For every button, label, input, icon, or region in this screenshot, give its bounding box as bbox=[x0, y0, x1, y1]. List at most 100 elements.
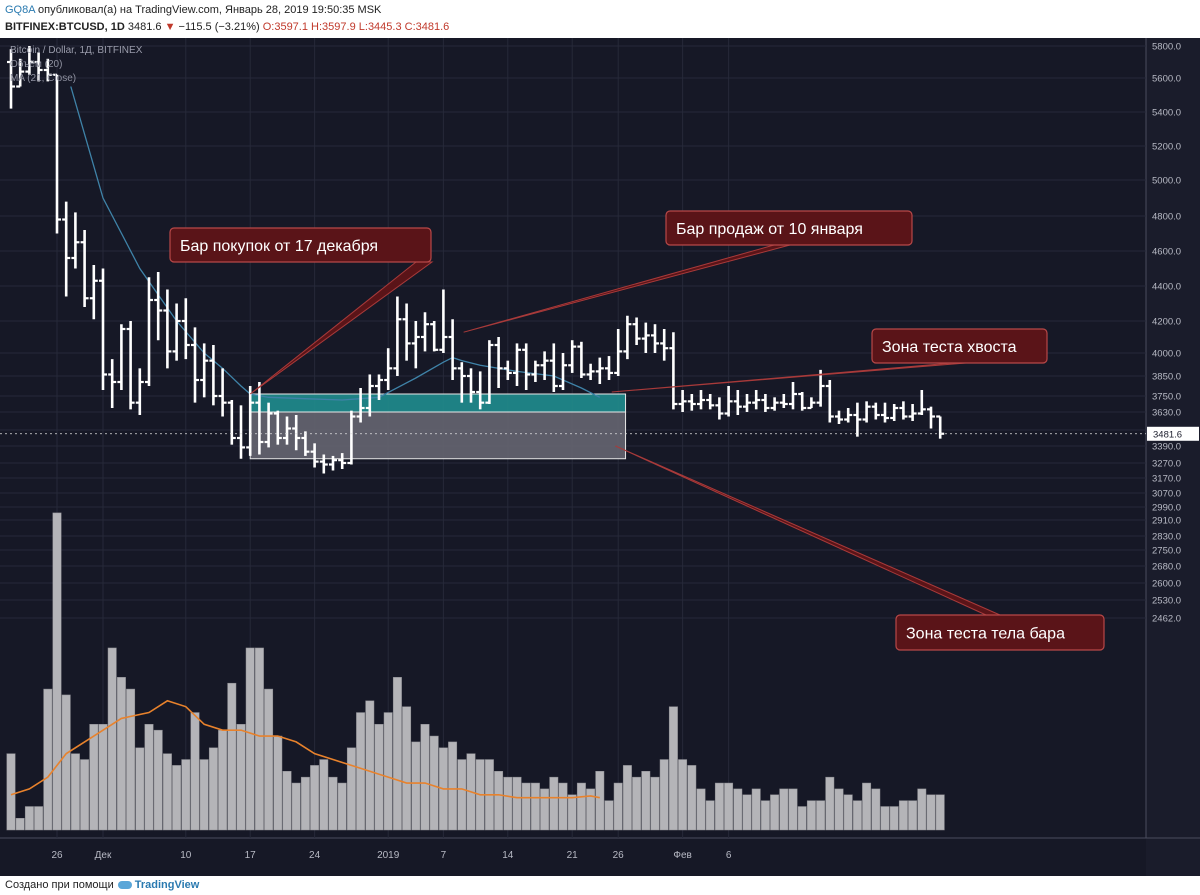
ohlc-bar bbox=[421, 312, 429, 352]
ohlc-bar bbox=[108, 359, 117, 408]
symbol-info: BITFINEX:BTCUSD, 1D 3481.6 ▼ −115.5 (−3.… bbox=[5, 21, 449, 33]
ohlc-bar bbox=[835, 410, 843, 424]
volume-bar bbox=[126, 688, 136, 831]
ohlc-bar bbox=[651, 324, 659, 353]
volume-bar bbox=[576, 782, 586, 831]
y-tick-label: 2462.0 bbox=[1152, 614, 1181, 625]
volume-bar bbox=[678, 759, 688, 831]
volume-ma-line bbox=[10, 699, 600, 799]
created-with: Создано при помощи TradingView bbox=[5, 879, 199, 891]
x-tick-label: 10 bbox=[180, 850, 192, 861]
volume-bar bbox=[328, 776, 338, 831]
volume-bar bbox=[402, 706, 412, 831]
ohlc-bar bbox=[687, 394, 696, 411]
volume-bar bbox=[162, 753, 172, 831]
volume-bar bbox=[457, 759, 467, 831]
volume-bar bbox=[898, 800, 908, 831]
volume-bar bbox=[788, 788, 798, 831]
ohlc-bar bbox=[191, 327, 199, 403]
volume-bar bbox=[107, 647, 117, 831]
y-tick-label: 3390.0 bbox=[1152, 442, 1181, 453]
volume-bar bbox=[687, 765, 697, 831]
ohlc-bar bbox=[890, 404, 899, 421]
x-tick-label: Дек bbox=[95, 850, 112, 861]
ohlc-bar bbox=[549, 343, 558, 392]
volume-bar bbox=[6, 753, 16, 831]
ohlc-bar bbox=[457, 362, 466, 403]
volume-bar bbox=[236, 724, 246, 831]
price-change: −115.5 (−3.21%) bbox=[178, 21, 260, 33]
x-tick-label: 7 bbox=[441, 850, 447, 861]
callout-text: Бар продаж от 10 января bbox=[676, 221, 863, 238]
x-tick-label: 14 bbox=[502, 850, 514, 861]
volume-bar bbox=[356, 712, 366, 831]
ohlc-bar bbox=[917, 390, 926, 415]
publish-info: GQ8A опубликовал(а) на TradingView.com, … bbox=[5, 4, 381, 16]
tradingview-brand[interactable]: TradingView bbox=[134, 879, 200, 891]
callout-text: Зона теста хвоста bbox=[882, 339, 1017, 356]
ohlc-bar bbox=[301, 431, 310, 456]
y-tick-label: 4000.0 bbox=[1152, 349, 1181, 360]
legend-entry: MA (21, Close) bbox=[10, 73, 76, 84]
volume-bar bbox=[34, 806, 44, 831]
ohlc-bar bbox=[697, 390, 705, 410]
ohlc-bar bbox=[384, 348, 393, 390]
ohlc-bar bbox=[540, 351, 549, 380]
ohlc-bar bbox=[80, 230, 89, 307]
publish-text: опубликовал(а) на TradingView.com, Январ… bbox=[38, 4, 382, 16]
volume-bar bbox=[733, 788, 743, 831]
ohlc-bar bbox=[641, 322, 650, 353]
volume-bar bbox=[521, 782, 531, 831]
volume-bar bbox=[135, 747, 145, 831]
ohlc-bar bbox=[43, 58, 52, 82]
x-tick-label: Фев bbox=[673, 850, 691, 861]
ohlc-bar bbox=[126, 321, 135, 410]
ohlc-bar bbox=[853, 402, 862, 437]
volume-bar bbox=[153, 729, 163, 831]
ohlc-bar bbox=[237, 405, 245, 459]
ohlc-bar bbox=[559, 353, 567, 390]
volume-bar bbox=[392, 677, 402, 831]
callout-box bbox=[169, 227, 432, 263]
volume-bar bbox=[558, 782, 568, 831]
ohlc-bar bbox=[62, 201, 71, 297]
ohlc-bar bbox=[310, 443, 319, 468]
ohlc-bar bbox=[770, 397, 779, 411]
ohlc-bar bbox=[605, 356, 613, 380]
y-tick-label: 5400.0 bbox=[1152, 108, 1181, 119]
y-tick-label: 3170.0 bbox=[1152, 474, 1181, 485]
ohlc-bar bbox=[365, 374, 374, 417]
ohlc-bar bbox=[789, 382, 797, 410]
ohlc-bar bbox=[53, 73, 61, 234]
volume-bar bbox=[917, 788, 927, 831]
volume-bar bbox=[245, 647, 255, 831]
y-tick-label: 3630.0 bbox=[1152, 408, 1181, 419]
volume-bar bbox=[172, 765, 182, 831]
volume-bar bbox=[696, 788, 706, 831]
volume-bar bbox=[254, 647, 264, 831]
price-chart[interactable]: 5800.0 5600.0 5400.0 5200.0 5000.0 4800.0 4600… bbox=[0, 38, 1200, 876]
ohlc-bar bbox=[881, 402, 889, 423]
y-tick-label: 4600.0 bbox=[1152, 247, 1181, 258]
ohlc-bar bbox=[135, 368, 144, 415]
x-tick-label: 24 bbox=[309, 850, 321, 861]
volume-bar bbox=[880, 806, 890, 831]
ohlc-bar bbox=[724, 386, 733, 417]
y-tick-label: 5800.0 bbox=[1152, 42, 1181, 53]
volume-bar bbox=[604, 800, 614, 831]
volume-bar bbox=[613, 782, 623, 831]
ohlc-bar bbox=[430, 321, 439, 352]
volume-bar bbox=[806, 800, 816, 831]
ohlc-bar bbox=[513, 343, 521, 386]
ohlc-bar bbox=[163, 289, 172, 369]
ohlc-bar bbox=[660, 329, 669, 361]
volume-bar bbox=[770, 794, 780, 831]
volume-bar bbox=[540, 788, 550, 831]
chart-footer: Создано при помощи TradingView bbox=[0, 876, 1200, 895]
volume-bar bbox=[429, 735, 439, 831]
volume-bar bbox=[411, 741, 421, 831]
price-axis-panel bbox=[1146, 38, 1200, 876]
author-link[interactable]: GQ8A bbox=[5, 4, 35, 16]
x-tick-label: 21 bbox=[567, 850, 579, 861]
volume-bar bbox=[70, 753, 80, 831]
